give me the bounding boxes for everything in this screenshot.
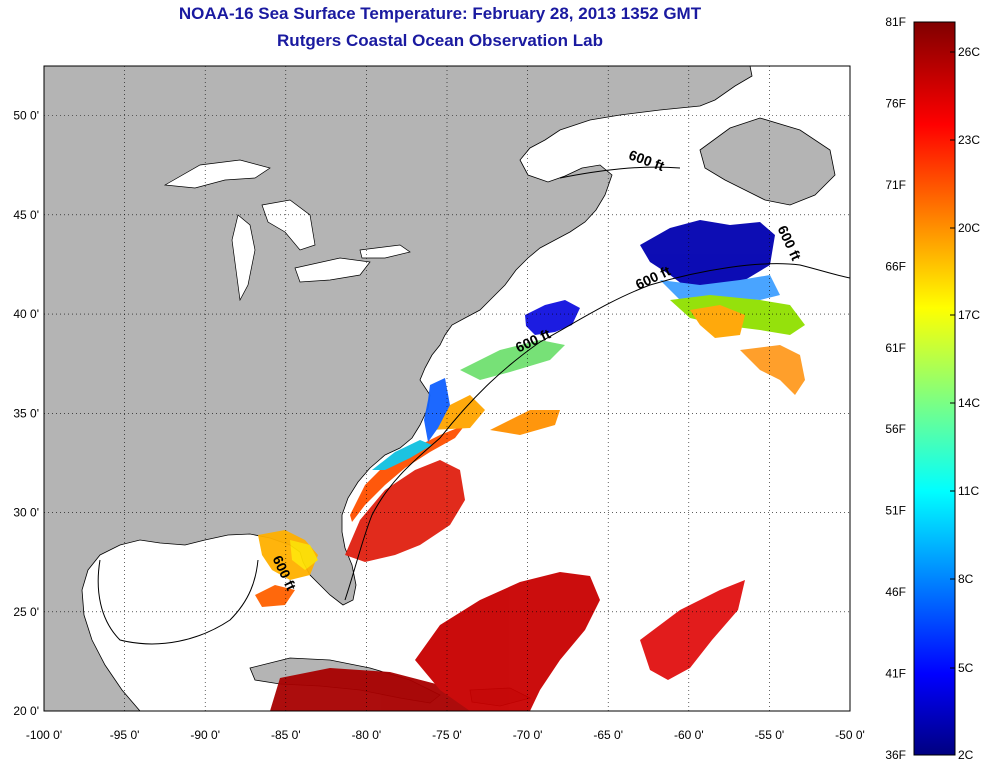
map-subtitle: Rutgers Coastal Ocean Observation Lab [277, 31, 603, 50]
lon-tick-label: -60 0' [674, 728, 704, 742]
colorbar-c-label: 5C [958, 661, 974, 675]
colorbar-f-label: 51F [885, 504, 906, 518]
colorbar-celsius-labels: 26C 23C 20C 17C 14C 11C 8C 5C 2C [950, 45, 980, 762]
lon-tick-label: -95 0' [110, 728, 140, 742]
colorbar-f-label: 66F [885, 259, 906, 273]
colorbar-f-label: 56F [885, 422, 906, 436]
lat-tick-label: 35 0' [13, 406, 39, 420]
lon-tick-label: -65 0' [593, 728, 623, 742]
axis-tick-labels: 50 0' 45 0' 40 0' 35 0' 30 0' 25 0' 20 0' -100 … [13, 109, 864, 742]
colorbar-f-label: 46F [885, 585, 906, 599]
lon-tick-label: -85 0' [271, 728, 301, 742]
colorbar-fahrenheit-labels: 81F 76F 71F 66F 61F 56F 51F 46F 41F 36F [885, 15, 906, 762]
lon-tick-label: -75 0' [432, 728, 462, 742]
lat-tick-label: 45 0' [13, 208, 39, 222]
lon-tick-label: -90 0' [190, 728, 220, 742]
colorbar-f-label: 36F [885, 748, 906, 762]
colorbar-c-label: 14C [958, 396, 980, 410]
great-lakes [163, 159, 411, 302]
colorbar [913, 21, 956, 756]
colorbar-f-label: 76F [885, 96, 906, 110]
isobath-lines [97, 166, 850, 645]
colorbar-f-label: 41F [885, 667, 906, 681]
colorbar-c-label: 20C [958, 221, 980, 235]
colorbar-f-label: 61F [885, 341, 906, 355]
lat-tick-label: 25 0' [13, 605, 39, 619]
land-newfoundland [699, 117, 836, 206]
lon-tick-label: -55 0' [755, 728, 785, 742]
colorbar-c-label: 23C [958, 133, 980, 147]
sst-swaths [255, 220, 805, 711]
lon-tick-label: -80 0' [352, 728, 382, 742]
colorbar-f-label: 71F [885, 178, 906, 192]
colorbar-c-label: 11C [958, 484, 979, 498]
colorbar-c-label: 2C [958, 748, 974, 762]
lat-tick-label: 40 0' [13, 307, 39, 321]
colorbar-f-label: 81F [885, 15, 906, 29]
map-title: NOAA-16 Sea Surface Temperature: Februar… [178, 4, 702, 23]
lon-tick-label: -100 0' [26, 728, 62, 742]
colorbar-c-label: 26C [958, 45, 980, 59]
lon-tick-label: -50 0' [835, 728, 865, 742]
lon-tick-label: -70 0' [513, 728, 543, 742]
lat-tick-label: 30 0' [13, 506, 39, 520]
colorbar-c-label: 17C [958, 308, 980, 322]
colorbar-c-label: 8C [958, 572, 974, 586]
lat-tick-label: 50 0' [13, 109, 39, 123]
lat-tick-label: 20 0' [13, 704, 39, 718]
